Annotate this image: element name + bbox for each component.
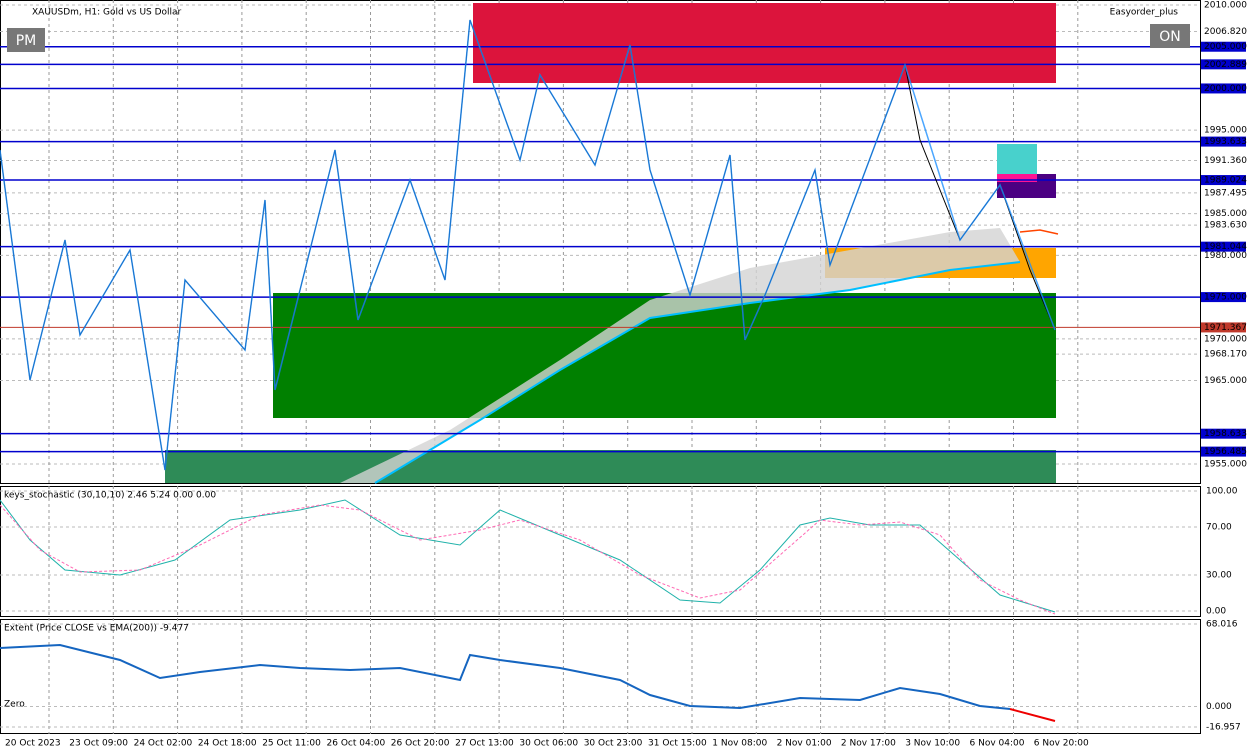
price-label: 1983.630	[1204, 221, 1247, 231]
stoch-main	[0, 499, 1056, 613]
time-label: 2 Nov 01:00	[777, 739, 832, 749]
price-label: 1987.495	[1204, 188, 1247, 198]
time-label: 26 Oct 20:00	[391, 739, 450, 749]
time-label: 24 Oct 02:00	[134, 739, 193, 749]
price-tag	[1201, 292, 1246, 303]
time-label: 6 Nov 04:00	[970, 739, 1025, 749]
ema-band	[340, 228, 1020, 483]
time-label: 30 Oct 06:00	[519, 739, 578, 749]
price-label: 2002.889	[1204, 60, 1247, 70]
price-tag	[1201, 175, 1246, 186]
price-label: 2005.000	[1204, 42, 1247, 52]
ema-line	[374, 261, 1021, 484]
time-label: 25 Oct 11:00	[262, 739, 321, 749]
price-tag	[1201, 446, 1246, 457]
time-label: 1 Nov 08:00	[712, 739, 767, 749]
symbol-title: XAUUSDm, H1: Gold vs US Dollar	[32, 8, 182, 18]
extent-pane	[0, 619, 1201, 734]
price-label: 1993.633	[1204, 137, 1247, 147]
price-label: 1956.485	[1204, 447, 1247, 457]
price-label: 2006.820	[1204, 27, 1247, 37]
time-label: 23 Oct 09:00	[69, 739, 128, 749]
axis-label: 100.00	[1206, 487, 1238, 497]
price-label: 2010.000	[1204, 1, 1247, 11]
pm-button[interactable]	[7, 28, 45, 52]
price-label: 1985.000	[1204, 209, 1247, 219]
time-label: 6 Nov 20:00	[1034, 739, 1089, 749]
time-label: 2 Nov 17:00	[841, 739, 896, 749]
box	[997, 174, 1037, 182]
price-label: 1975.000	[1204, 293, 1247, 303]
on-button[interactable]	[1150, 24, 1190, 48]
price-label: 1981.044	[1204, 242, 1247, 252]
time-label: 30 Oct 23:00	[584, 739, 643, 749]
price-label: 1968.170	[1204, 350, 1247, 360]
levels	[0, 45, 1200, 453]
axis-label: 0.000	[1206, 702, 1232, 712]
box	[997, 144, 1037, 174]
axis-label: 30.00	[1206, 571, 1232, 581]
price-label: 1995.000	[1204, 126, 1247, 136]
time-label: 20 Oct 2023	[5, 739, 61, 749]
extent-line	[0, 643, 1011, 710]
price-label: 2000.000	[1204, 84, 1247, 94]
price-label: 1958.633	[1204, 429, 1247, 439]
box	[997, 182, 1037, 198]
zigzag	[0, 19, 1056, 471]
extent-line	[1009, 708, 1056, 722]
axis-label: 68.016	[1206, 620, 1238, 630]
price-label: 1965.000	[1204, 376, 1247, 386]
price-label: 1989.024	[1204, 176, 1247, 186]
price-label: 1980.000	[1204, 251, 1247, 261]
axis-label: 0.00	[1206, 607, 1226, 617]
main-pane	[0, 0, 1201, 484]
demand-zone-2	[165, 450, 1056, 483]
expert-name: Easyorder_plus	[1110, 8, 1179, 18]
price-tag	[1201, 428, 1246, 439]
stoch-pane	[0, 486, 1201, 617]
price-label: 1991.360	[1204, 156, 1247, 166]
price-label: 1971.367	[1204, 323, 1247, 333]
stoch-title: keys_stochastic (30,10,10) 2.46 5.24 0.0…	[4, 491, 216, 501]
price-tag	[1201, 136, 1246, 147]
ema-line	[1019, 229, 1059, 235]
time-label: 26 Oct 04:00	[327, 739, 386, 749]
price-label: 1955.000	[1204, 460, 1247, 470]
button-label[interactable]: ON	[1159, 29, 1181, 45]
extent-title: Extent (Price CLOSE vs EMA(200)) -9.477	[4, 624, 189, 634]
time-label: 27 Oct 13:00	[455, 739, 514, 749]
zero-label: Zero	[4, 700, 25, 710]
price-tag	[1201, 41, 1246, 52]
time-label: 24 Oct 18:00	[198, 739, 257, 749]
axis-label: -16.957	[1206, 723, 1241, 733]
price-tag	[1201, 322, 1246, 333]
price-tag	[1201, 59, 1246, 70]
box	[1037, 174, 1056, 198]
price-tag	[1201, 83, 1246, 94]
stoch-signal	[0, 504, 1056, 615]
price-tag	[1201, 241, 1246, 252]
button-label[interactable]: PM	[16, 33, 37, 49]
price-label: 1970.000	[1204, 334, 1247, 344]
time-label: 3 Nov 10:00	[905, 739, 960, 749]
axis-label: 70.00	[1206, 523, 1232, 533]
time-label: 31 Oct 15:00	[648, 739, 707, 749]
supply-zone	[473, 3, 1056, 83]
